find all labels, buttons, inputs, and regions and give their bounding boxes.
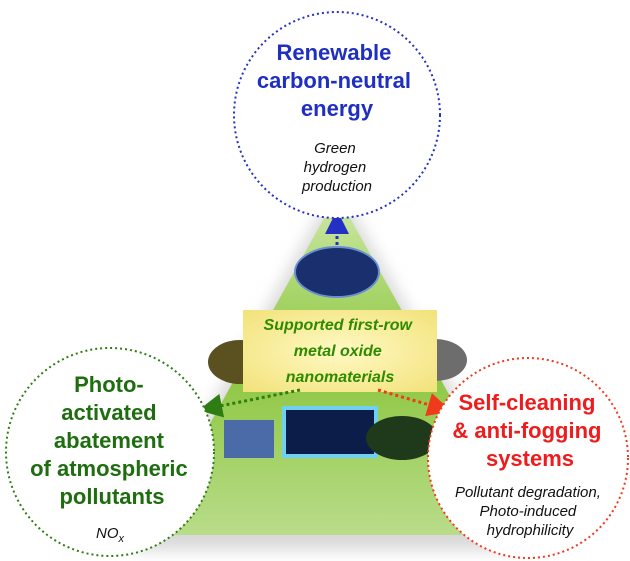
image <box>284 408 376 456</box>
diagram: Supported first-row metal oxide nanomate… <box>0 0 630 561</box>
subtitle-line: Green <box>314 140 356 157</box>
title-line: energy <box>301 96 374 121</box>
image <box>224 420 274 458</box>
title-line: & anti-fogging <box>452 418 601 443</box>
center-line: Supported first-row <box>264 317 414 334</box>
title-line: abatement <box>54 428 165 453</box>
title-line: Photo- <box>74 372 144 397</box>
title-line: Renewable <box>276 40 391 65</box>
title-line: pollutants <box>59 484 164 509</box>
subtitle-line: Pollutant degradation, <box>455 484 601 501</box>
image <box>295 247 379 297</box>
center-line: nanomaterials <box>286 369 395 386</box>
center-line: metal oxide <box>294 343 382 360</box>
subtitle-line: hydrogen <box>304 159 367 176</box>
subtitle-line: NO <box>96 525 119 542</box>
image <box>366 416 438 460</box>
subtitle-line: hydrophilicity <box>487 522 575 539</box>
subtitle-line: production <box>301 178 372 195</box>
title-line: systems <box>486 446 574 471</box>
title-line: carbon-neutral <box>257 68 411 93</box>
title-line: activated <box>61 400 156 425</box>
subtitle-line: Photo-induced <box>480 503 577 520</box>
title-line: Self-cleaning <box>458 390 595 415</box>
subscript: x <box>118 533 125 545</box>
title-line: of atmospheric <box>30 456 188 481</box>
